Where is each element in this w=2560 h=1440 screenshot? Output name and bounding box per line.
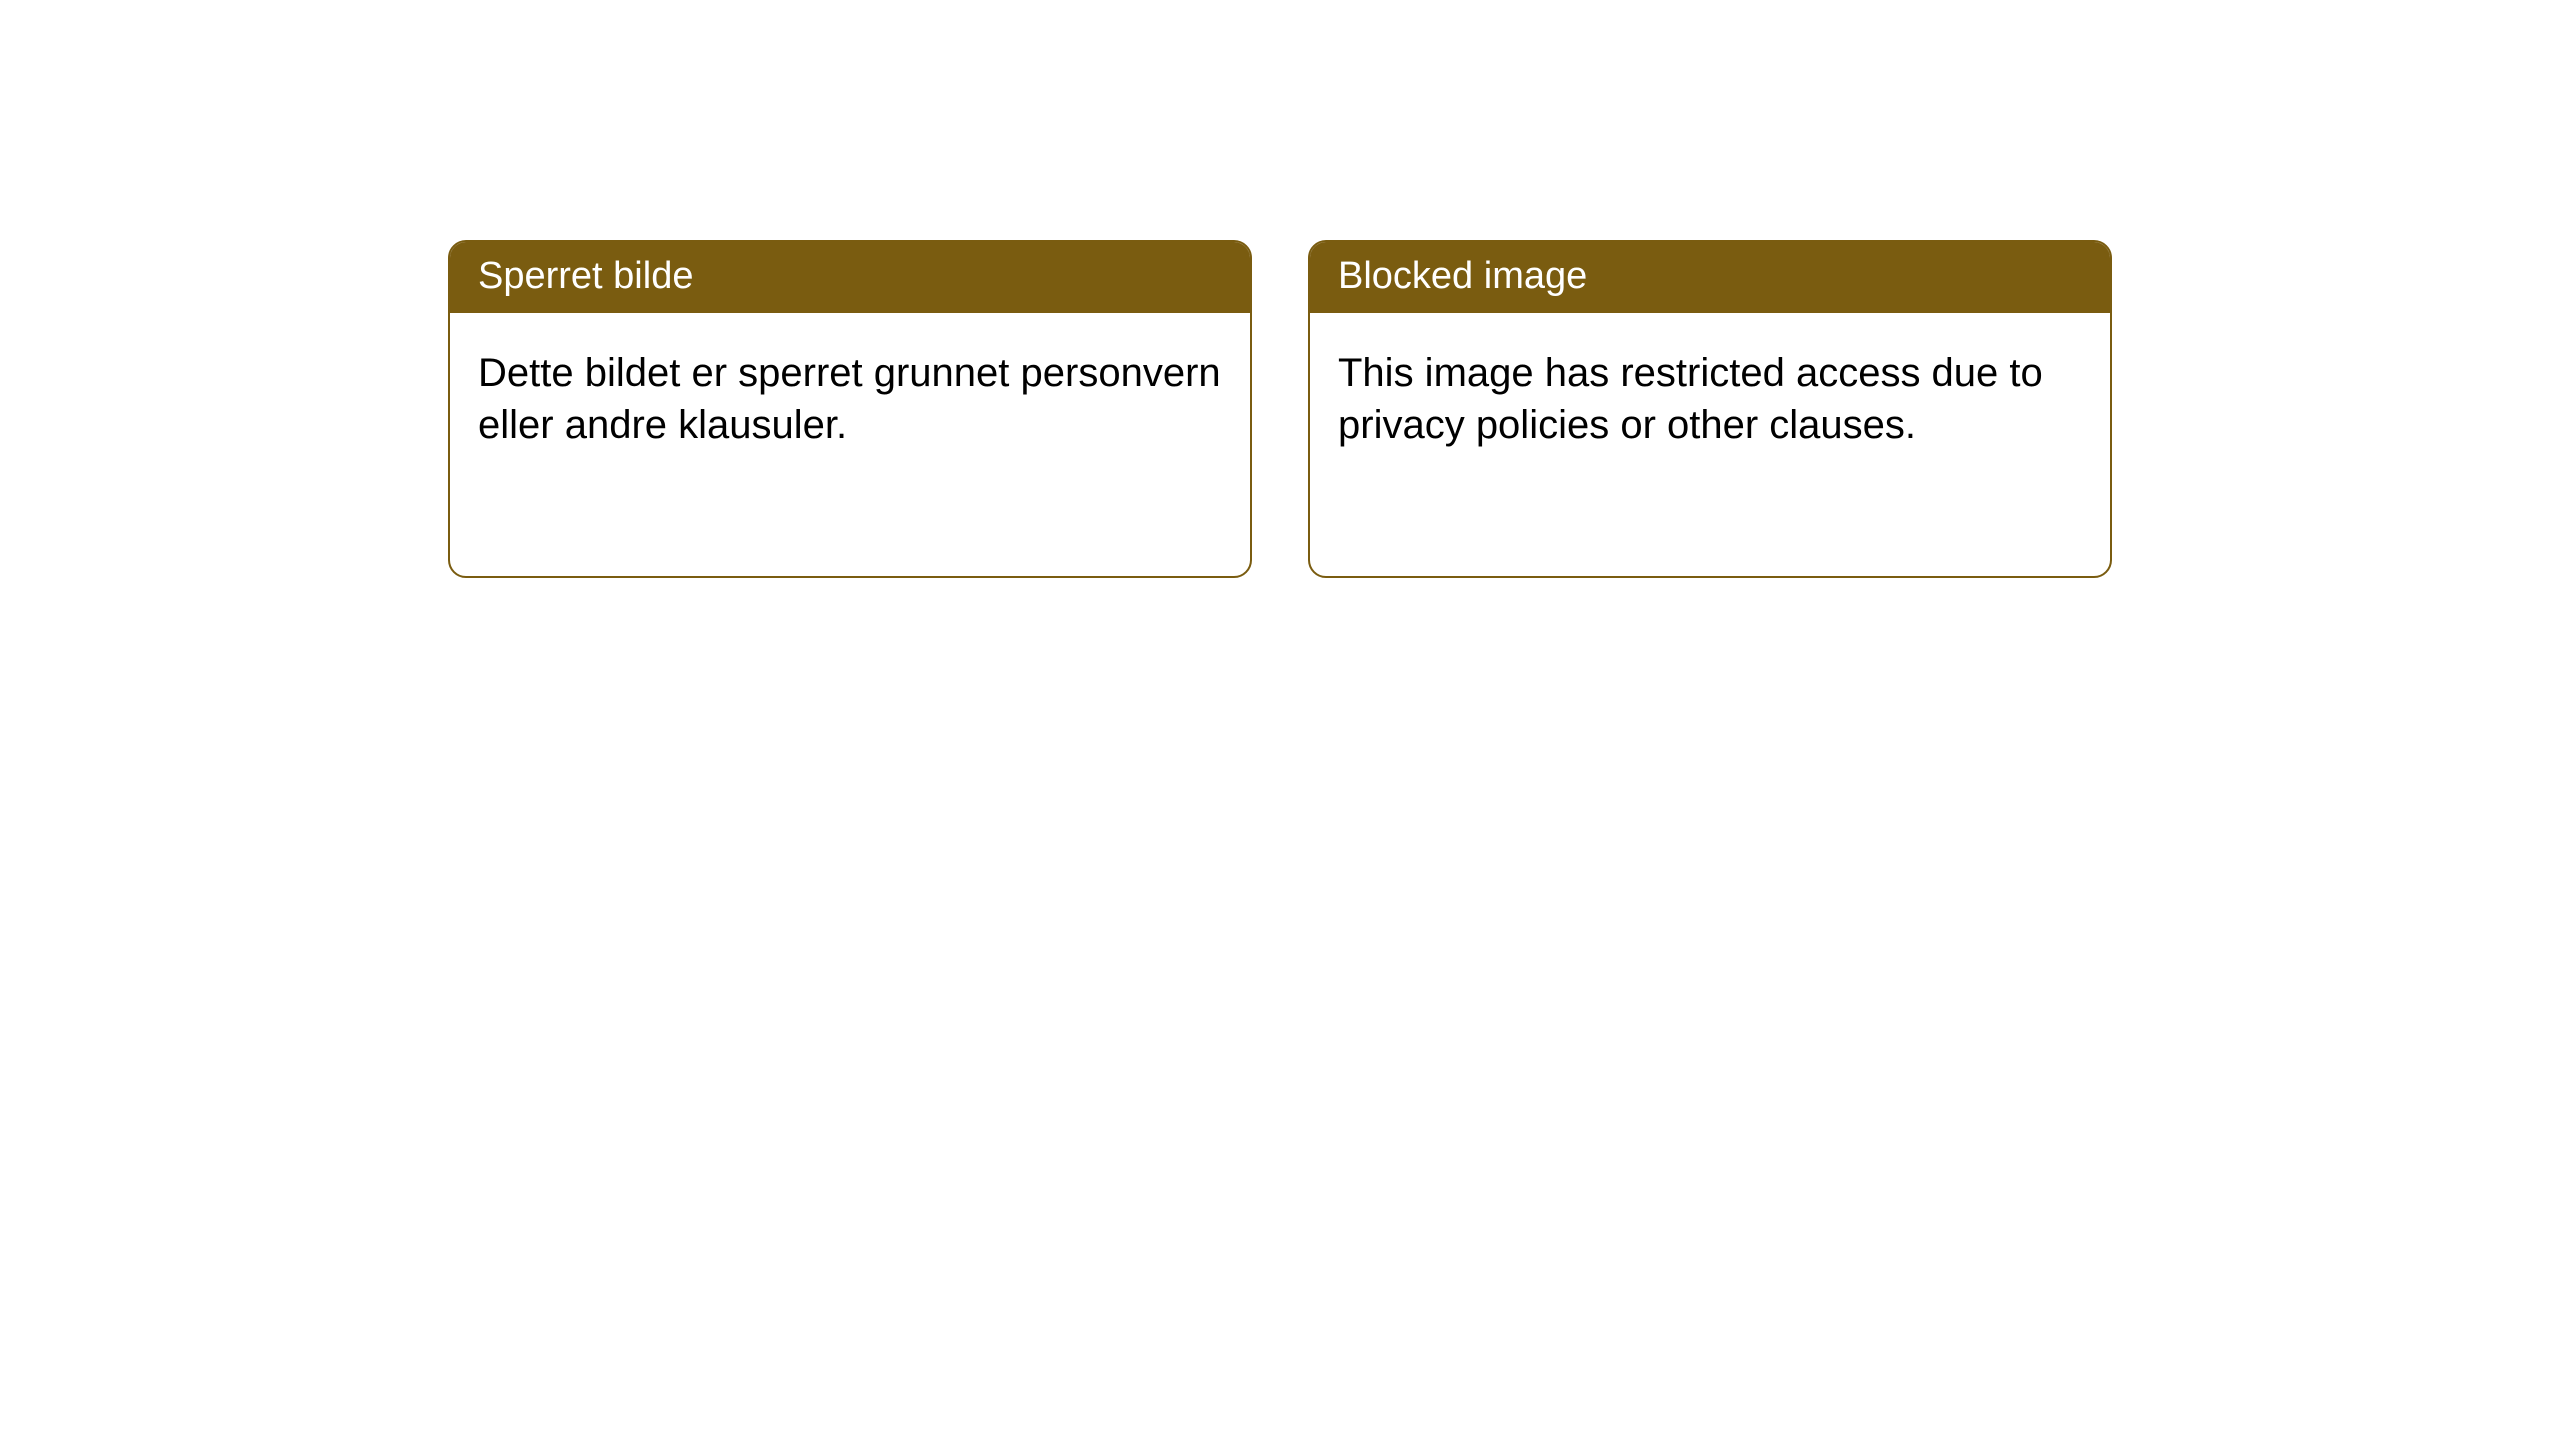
notice-container: Sperret bilde Dette bildet er sperret gr… bbox=[0, 0, 2560, 578]
notice-card-norwegian: Sperret bilde Dette bildet er sperret gr… bbox=[448, 240, 1252, 578]
notice-card-english: Blocked image This image has restricted … bbox=[1308, 240, 2112, 578]
notice-header: Sperret bilde bbox=[450, 242, 1250, 313]
notice-header: Blocked image bbox=[1310, 242, 2110, 313]
notice-body: Dette bildet er sperret grunnet personve… bbox=[450, 313, 1250, 485]
notice-body: This image has restricted access due to … bbox=[1310, 313, 2110, 485]
